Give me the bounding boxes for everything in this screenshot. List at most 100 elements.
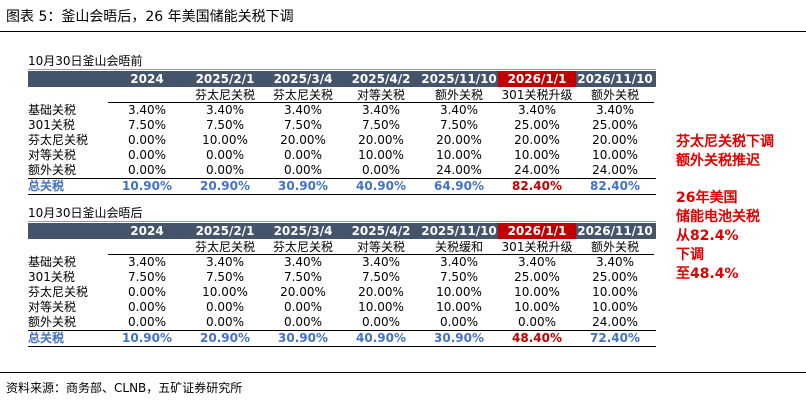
column-header: 2025/11/10 [421, 224, 497, 238]
column-header: 2025/4/2 [351, 224, 411, 238]
cell: 0.00% [205, 300, 245, 314]
cell: 24.00% [514, 163, 560, 177]
column-header: 2026/1/1 [498, 223, 576, 239]
cell: 30.90% [278, 179, 328, 193]
subheader: 301关税升级 [498, 87, 576, 103]
note-line: 下调 [676, 247, 704, 263]
cell: 0.00% [361, 315, 401, 329]
cell: 10.90% [122, 331, 172, 345]
subheader: 芬太尼关税 [186, 87, 264, 103]
row-label: 对等关税 [28, 300, 77, 314]
column-header: 2025/4/2 [351, 72, 411, 86]
cell: 0.00% [127, 133, 167, 147]
cell: 7.50% [127, 118, 167, 132]
note-line: 从82.4% [676, 228, 739, 244]
cell: 3.40% [361, 103, 401, 117]
cell: 20.90% [200, 179, 250, 193]
cell: 3.40% [439, 255, 479, 269]
cell: 40.90% [356, 179, 406, 193]
subheader: 对等关税 [342, 239, 420, 255]
cell: 10.90% [122, 179, 172, 193]
cell: 0.00% [127, 148, 167, 162]
cell: 10.00% [514, 148, 560, 162]
cell: 20.00% [592, 133, 638, 147]
note: 26年美国 储能电池关税 从82.4% 下调 至48.4% [676, 189, 760, 284]
header-row: 2024 2025/2/1 2025/3/4 2025/4/2 2025/11/10 20… [28, 223, 656, 239]
cell: 20.00% [436, 133, 482, 147]
row-label: 芬太尼关税 [28, 285, 89, 299]
cell: 24.00% [592, 163, 638, 177]
data-row: 对等关税 0.00% 0.00% 0.00% 10.00% 10.00% 10.00% 10.… [28, 300, 656, 315]
cell: 20.00% [514, 133, 560, 147]
cell: 7.50% [283, 270, 323, 284]
total-row: 总关税 10.90% 20.90% 30.90% 40.90% 64.90% 82.40% 8… [28, 178, 656, 195]
cell: 3.40% [283, 103, 323, 117]
column-header: 2026/11/10 [577, 224, 653, 238]
cell: 10.00% [358, 148, 404, 162]
data-row: 301关税 7.50% 7.50% 7.50% 7.50% 7.50% 25.00% 25.0… [28, 270, 656, 285]
total-row: 总关税 10.90% 20.90% 30.90% 40.90% 30.90% 48.40% 7… [28, 330, 656, 347]
cell [28, 239, 108, 255]
data-row: 301关税 7.50% 7.50% 7.50% 7.50% 7.50% 25.00% 25.0… [28, 118, 656, 133]
cell: 24.00% [592, 315, 638, 329]
note-line: 芬太尼关税下调 [676, 134, 774, 150]
cell: 0.00% [127, 163, 167, 177]
cell: 3.40% [205, 255, 245, 269]
cell: 0.00% [283, 163, 323, 177]
cell: 0.00% [517, 315, 557, 329]
subheader-row: 芬太尼关税 芬太尼关税 对等关税 额外关税 301关税升级 额外关税 [28, 87, 656, 103]
subheader: 芬太尼关税 [264, 87, 342, 103]
figure-title: 图表 5：釜山会晤后，26 年美国储能关税下调 [6, 9, 294, 25]
data-row: 基础关税 3.40% 3.40% 3.40% 3.40% 3.40% 3.40% 3.40% [28, 103, 656, 118]
cell: 10.00% [514, 285, 560, 299]
data-row: 芬太尼关税 0.00% 10.00% 20.00% 20.00% 20.00% 20.00%… [28, 133, 656, 148]
subheader: 关税缓和 [420, 239, 498, 255]
cell: 48.40% [512, 331, 562, 345]
subheader: 301关税升级 [498, 239, 576, 255]
cell: 0.00% [283, 148, 323, 162]
column-header: 2026/1/1 [498, 71, 576, 87]
cell: 64.90% [434, 179, 484, 193]
cell: 0.00% [205, 315, 245, 329]
cell: 10.00% [436, 300, 482, 314]
row-label: 额外关税 [28, 163, 77, 177]
cell: 0.00% [205, 163, 245, 177]
column-header: 2026/11/10 [577, 72, 653, 86]
cell: 25.00% [592, 118, 638, 132]
cell: 30.90% [434, 331, 484, 345]
cell: 20.00% [358, 133, 404, 147]
cell: 10.00% [202, 285, 248, 299]
cell: 7.50% [361, 270, 401, 284]
row-label: 基础关税 [28, 103, 77, 117]
cell: 3.40% [595, 103, 635, 117]
cell: 7.50% [361, 118, 401, 132]
cell: 3.40% [127, 255, 167, 269]
cell: 10.00% [592, 285, 638, 299]
row-label: 额外关税 [28, 315, 77, 329]
cell: 82.40% [512, 179, 562, 193]
cell: 10.00% [514, 300, 560, 314]
subheader: 芬太尼关税 [186, 239, 264, 255]
note-line: 储能电池关税 [676, 209, 760, 225]
table: 10月30日釜山会晤前 2024 2025/2/1 2025/3/4 2025/4/2 2… [28, 54, 656, 195]
rule [0, 31, 806, 32]
column-header: 2025/3/4 [273, 224, 333, 238]
subheader: 对等关税 [342, 87, 420, 103]
cell: 82.40% [590, 179, 640, 193]
cell [108, 239, 186, 255]
cell: 30.90% [278, 331, 328, 345]
cell: 0.00% [283, 315, 323, 329]
table-caption: 10月30日釜山会晤后 [28, 206, 656, 222]
cell: 25.00% [514, 270, 560, 284]
cell: 0.00% [361, 163, 401, 177]
note-line: 至48.4% [676, 266, 739, 282]
cell: 10.00% [436, 148, 482, 162]
data-row: 芬太尼关税 0.00% 10.00% 20.00% 20.00% 10.00% 10.00%… [28, 285, 656, 300]
column-header: 2024 [130, 72, 164, 86]
data-row: 额外关税 0.00% 0.00% 0.00% 0.00% 0.00% 0.00% 24.00% [28, 315, 656, 330]
subheader: 额外关税 [576, 87, 654, 103]
table: 10月30日釜山会晤后 2024 2025/2/1 2025/3/4 2025/4/2 2… [28, 206, 656, 347]
cell: 7.50% [127, 270, 167, 284]
subheader: 芬太尼关税 [264, 239, 342, 255]
